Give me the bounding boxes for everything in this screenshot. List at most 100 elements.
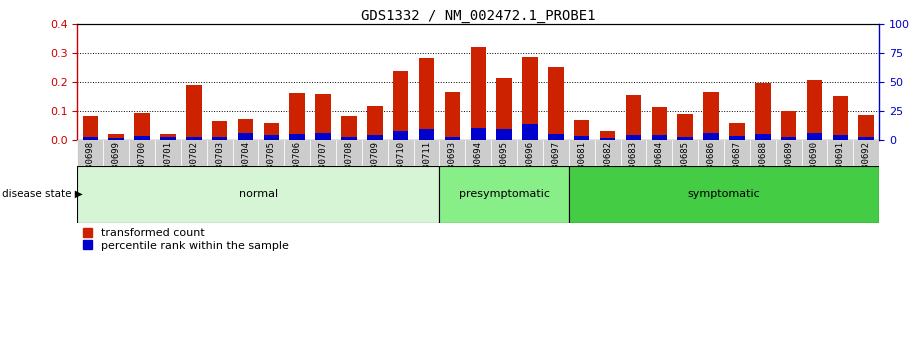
Text: GSM30692: GSM30692 (862, 141, 871, 184)
Text: GSM30700: GSM30700 (138, 141, 147, 184)
Bar (290, 134, 305, 140)
Bar (238, 132, 253, 140)
Bar (315, 94, 331, 140)
Bar (212, 121, 228, 140)
Text: GSM30706: GSM30706 (292, 141, 302, 184)
Bar (517, 140, 543, 166)
Bar (833, 96, 848, 140)
Text: GSM30694: GSM30694 (474, 141, 483, 184)
Bar (724, 140, 750, 166)
Bar (155, 140, 181, 166)
Bar (858, 115, 874, 140)
Bar (651, 135, 667, 140)
Text: GSM30707: GSM30707 (319, 141, 328, 184)
Bar (83, 137, 98, 140)
Bar (568, 166, 879, 223)
Bar (854, 140, 879, 166)
Bar (755, 134, 771, 140)
Bar (599, 131, 615, 140)
Bar (83, 116, 98, 140)
Bar (672, 140, 698, 166)
Bar (315, 134, 331, 140)
Bar (775, 140, 802, 166)
Bar (807, 80, 823, 140)
Bar (238, 119, 253, 140)
Bar (522, 124, 537, 140)
Bar (698, 140, 724, 166)
Text: normal: normal (239, 189, 278, 199)
Bar (678, 114, 693, 140)
Text: GSM30681: GSM30681 (578, 141, 586, 184)
Bar (160, 137, 176, 140)
Bar (342, 137, 357, 140)
Bar (647, 140, 672, 166)
Bar (263, 123, 279, 140)
Bar (574, 120, 589, 140)
Bar (466, 140, 491, 166)
Text: GSM30709: GSM30709 (371, 141, 379, 184)
Text: GSM30703: GSM30703 (215, 141, 224, 184)
Bar (620, 140, 647, 166)
Bar (284, 140, 310, 166)
Text: GSM30686: GSM30686 (707, 141, 715, 184)
Bar (548, 134, 564, 140)
Bar (781, 137, 796, 140)
Text: GSM30691: GSM30691 (835, 141, 844, 184)
Text: GSM30705: GSM30705 (267, 141, 276, 184)
Bar (439, 140, 466, 166)
Bar (599, 138, 615, 140)
Bar (807, 134, 823, 140)
Bar (858, 137, 874, 140)
Text: GDS1332 / NM_002472.1_PROBE1: GDS1332 / NM_002472.1_PROBE1 (361, 9, 596, 23)
Text: GSM30690: GSM30690 (810, 141, 819, 184)
Text: GSM30701: GSM30701 (163, 141, 172, 184)
Bar (108, 134, 124, 140)
Text: GSM30682: GSM30682 (603, 141, 612, 184)
Bar (595, 140, 620, 166)
Text: GSM30685: GSM30685 (681, 141, 690, 184)
Bar (651, 107, 667, 140)
Bar (729, 123, 744, 140)
Bar (802, 140, 827, 166)
Bar (678, 137, 693, 140)
Text: GSM30711: GSM30711 (422, 141, 431, 184)
Bar (445, 137, 460, 140)
Bar (134, 113, 149, 140)
Bar (750, 140, 775, 166)
Bar (108, 138, 124, 140)
Bar (548, 67, 564, 140)
Bar (703, 134, 719, 140)
Text: GSM30696: GSM30696 (526, 141, 535, 184)
Bar (160, 134, 176, 140)
Bar (414, 140, 439, 166)
Text: GSM30687: GSM30687 (732, 141, 742, 184)
Bar (568, 140, 595, 166)
Text: GSM30704: GSM30704 (241, 141, 250, 184)
Text: GSM30688: GSM30688 (758, 141, 767, 184)
Bar (77, 166, 439, 223)
Text: symptomatic: symptomatic (688, 189, 761, 199)
Bar (181, 140, 207, 166)
Text: GSM30708: GSM30708 (344, 141, 353, 184)
Bar (703, 92, 719, 140)
Bar (263, 135, 279, 140)
Legend: transformed count, percentile rank within the sample: transformed count, percentile rank withi… (83, 228, 289, 250)
Bar (212, 137, 228, 140)
Bar (103, 140, 129, 166)
Bar (393, 131, 408, 140)
Bar (522, 57, 537, 140)
Bar (729, 136, 744, 140)
Bar (827, 140, 854, 166)
Bar (336, 140, 362, 166)
Text: presymptomatic: presymptomatic (458, 189, 549, 199)
Bar (439, 166, 568, 223)
Bar (310, 140, 336, 166)
Bar (134, 136, 149, 140)
Bar (833, 135, 848, 140)
Bar (496, 129, 512, 140)
Bar (207, 140, 232, 166)
Text: GSM30710: GSM30710 (396, 141, 405, 184)
Text: disease state ▶: disease state ▶ (2, 189, 83, 199)
Bar (470, 128, 486, 140)
Bar (129, 140, 155, 166)
